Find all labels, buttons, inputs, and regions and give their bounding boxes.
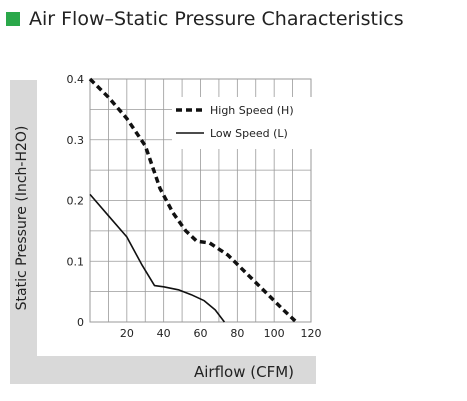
y-tick-label: 0 [77, 316, 84, 329]
y-tick-label: 0.3 [67, 134, 85, 147]
x-tick-label: 20 [120, 327, 134, 340]
x-tick-label: 80 [230, 327, 244, 340]
x-tick-label: 100 [264, 327, 285, 340]
y-tick-label: 0.1 [67, 255, 85, 268]
title-bullet-square [6, 12, 20, 26]
legend-background [172, 97, 314, 149]
chart-ticks: 20 40 60 80 100 120 0 0.1 0.2 0.3 0.4 [67, 73, 322, 340]
chart-series [88, 77, 298, 324]
y-tick-label: 0.4 [67, 73, 85, 86]
chart-title-row: Air Flow–Static Pressure Characteristics [6, 6, 404, 32]
legend-label-high: High Speed (H) [210, 104, 294, 117]
series-line-low-speed [89, 193, 226, 323]
x-tick-label: 40 [157, 327, 171, 340]
chart-title: Air Flow–Static Pressure Characteristics [29, 8, 404, 30]
x-axis-label: Airflow (CFM) [194, 363, 294, 381]
x-tick-label: 60 [194, 327, 208, 340]
y-axis-label: Static Pressure (Inch-H2O) [14, 126, 30, 311]
chart-legend: High Speed (H) Low Speed (L) [172, 97, 314, 149]
x-tick-label: 120 [301, 327, 322, 340]
legend-label-low: Low Speed (L) [210, 127, 288, 140]
y-tick-label: 0.2 [67, 195, 85, 208]
